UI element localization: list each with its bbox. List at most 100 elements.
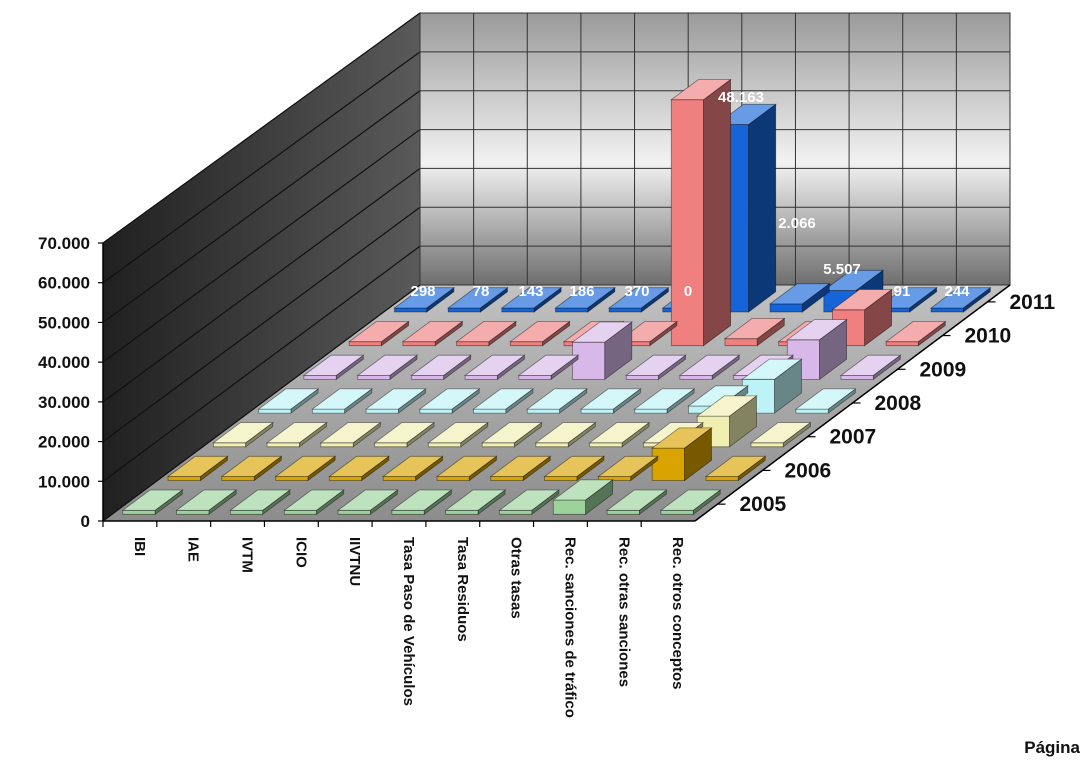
bar-front <box>212 442 247 448</box>
bar-top <box>347 321 410 343</box>
bar-front <box>283 509 317 515</box>
series-label: 2006 <box>785 459 832 482</box>
bar-front <box>391 509 425 515</box>
bar-2011-3 <box>554 286 617 313</box>
bar-2008-9 <box>741 358 803 414</box>
y-tick-label: 60.000 <box>38 274 90 293</box>
bar-top <box>543 455 606 477</box>
bar-top <box>121 489 184 511</box>
bar-front <box>705 476 739 481</box>
series-label: 2011 <box>1010 291 1056 314</box>
bar-2007-1 <box>265 421 328 448</box>
bar-top <box>517 354 580 376</box>
bar-2008-10 <box>794 388 857 414</box>
bar-2009-10 <box>839 354 902 381</box>
bar-2005-5 <box>390 489 453 516</box>
bar-top <box>695 395 758 417</box>
data-label: 298 <box>410 283 435 300</box>
series-label: 2007 <box>830 426 877 449</box>
category-label: Rec. otros conceptos <box>669 537 686 690</box>
bar-front <box>499 509 533 515</box>
bar-top <box>265 422 328 444</box>
bar-top <box>659 489 722 511</box>
bar-2011-7 <box>768 282 831 313</box>
bar-2009-0 <box>302 354 365 381</box>
bar-top <box>633 388 696 410</box>
bar-top <box>554 287 617 309</box>
bar-front <box>221 476 255 481</box>
bar-front <box>580 408 614 414</box>
bar-front <box>410 374 445 380</box>
bar-front <box>258 408 292 414</box>
bar-top <box>741 358 803 380</box>
bar-front <box>167 476 201 481</box>
series-label: 2009 <box>920 358 967 381</box>
bar-front <box>311 408 346 414</box>
category-label: Otras tasas <box>508 537 525 619</box>
bar-2006-10 <box>704 455 767 482</box>
bar-2008-1 <box>311 388 374 414</box>
bar-top <box>229 489 292 511</box>
bar-top <box>929 287 992 309</box>
bar-top <box>715 103 777 125</box>
gridline-side <box>102 245 421 482</box>
bar-front <box>456 341 490 347</box>
bar-2006-2 <box>274 455 337 482</box>
bar-2005-1 <box>175 489 238 516</box>
bar-2007-3 <box>373 421 436 448</box>
bar-top <box>678 354 741 376</box>
bar-top <box>552 479 614 501</box>
gridline-side <box>102 167 421 403</box>
y-tick-label: 30.000 <box>38 393 90 412</box>
bar-front <box>436 476 470 481</box>
bar-front <box>660 509 694 515</box>
bar-front <box>679 374 713 380</box>
series-label: 2005 <box>740 493 787 516</box>
bar-top <box>723 317 786 340</box>
category-label: Rec. otras sanciones <box>615 537 632 687</box>
bar-front <box>750 442 784 448</box>
bar-top <box>597 455 659 477</box>
bar-top <box>571 321 634 343</box>
category-label: ICIO <box>292 537 309 568</box>
bar-top <box>831 289 893 311</box>
bar-2010-0 <box>347 320 410 347</box>
bar-2008-6 <box>579 388 642 414</box>
bar-front <box>427 442 462 448</box>
bar-2008-5 <box>526 388 588 414</box>
bar-2006-0 <box>166 455 229 482</box>
bar-top <box>480 422 543 444</box>
bar-front <box>589 442 623 448</box>
bar-2009-7 <box>678 354 741 381</box>
bar-front <box>382 476 416 481</box>
bar-front <box>724 338 758 347</box>
bar-front <box>885 341 919 347</box>
bar-top <box>500 287 563 309</box>
bar-2006-3 <box>328 455 391 482</box>
category-label: IBI <box>131 537 148 556</box>
bar-2010-6 <box>670 78 732 347</box>
bar-top <box>393 287 456 309</box>
data-label: 244 <box>944 283 970 300</box>
data-label: 186 <box>569 283 594 300</box>
bar-top <box>794 388 857 410</box>
bar-2010-1 <box>401 320 464 347</box>
bar-top <box>435 455 498 477</box>
y-tick-label: 0 <box>81 512 90 531</box>
bar-front <box>445 509 479 515</box>
bar-2007-7 <box>588 421 651 448</box>
bar-front <box>348 341 382 347</box>
y-tick-label: 40.000 <box>38 353 90 372</box>
bars <box>121 78 992 516</box>
bar-front <box>526 408 560 414</box>
bar-top <box>356 354 419 376</box>
bar-top <box>687 385 750 407</box>
bar-2009-4 <box>517 354 580 381</box>
bar-front <box>518 374 552 380</box>
bar-front <box>419 408 453 414</box>
bar-top <box>212 422 275 444</box>
bar-top <box>624 354 687 376</box>
bar-top <box>526 388 588 410</box>
bar-top <box>768 283 831 305</box>
bar-top <box>605 489 668 511</box>
